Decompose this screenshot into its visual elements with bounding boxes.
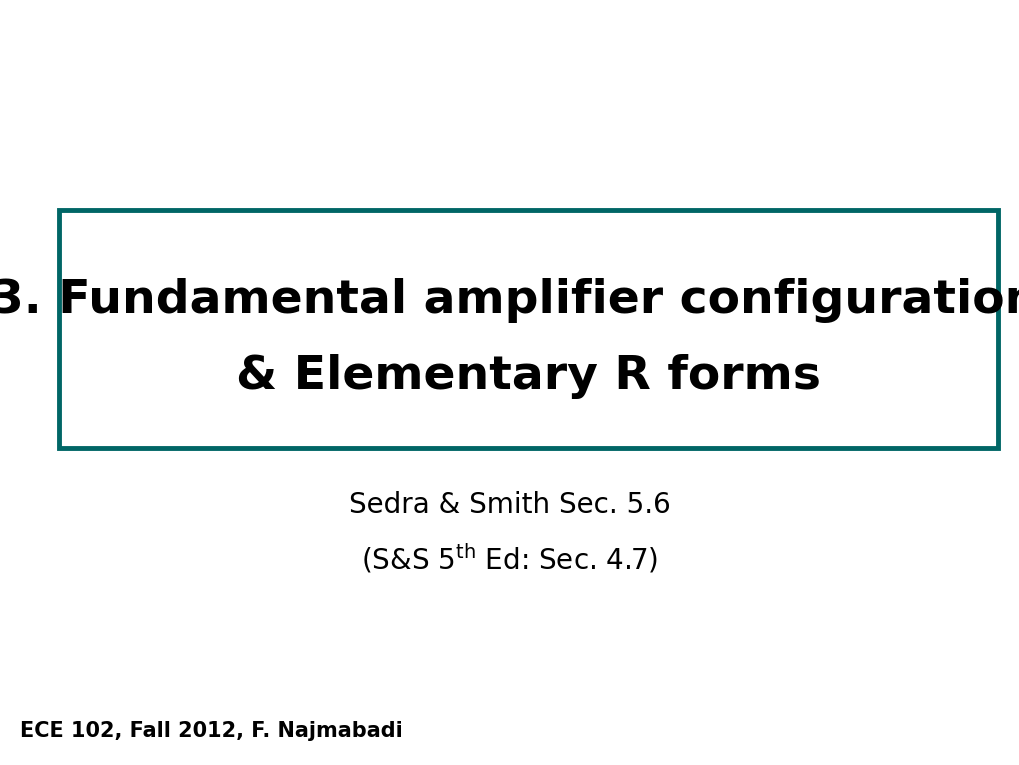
Text: & Elementary R forms: & Elementary R forms: [235, 354, 820, 399]
Text: ECE 102, Fall 2012, F. Najmabadi: ECE 102, Fall 2012, F. Najmabadi: [20, 721, 403, 741]
Text: (S&S 5$^{\mathregular{th}}$ Ed: Sec. 4.7): (S&S 5$^{\mathregular{th}}$ Ed: Sec. 4.7…: [361, 542, 658, 575]
Text: Sedra & Smith Sec. 5.6: Sedra & Smith Sec. 5.6: [348, 491, 671, 519]
Text: 3. Fundamental amplifier configurations: 3. Fundamental amplifier configurations: [0, 278, 1019, 323]
Bar: [59, 210, 997, 448]
